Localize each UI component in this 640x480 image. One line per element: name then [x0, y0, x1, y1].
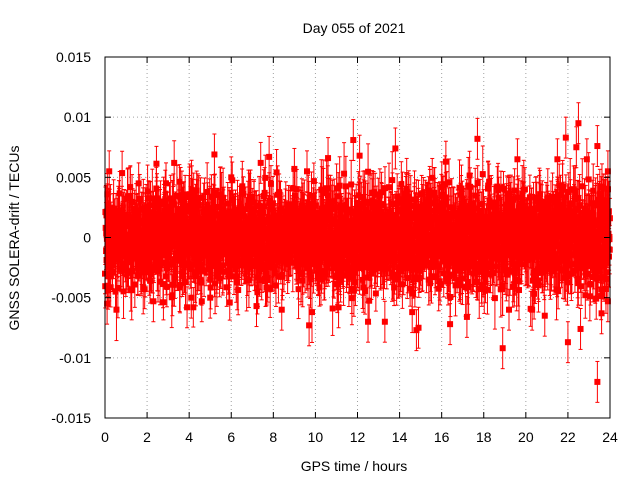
data-point: [562, 116, 569, 159]
y-tick-label: 0: [83, 230, 91, 246]
x-tick-label: 22: [560, 429, 576, 445]
data-point: [381, 300, 388, 343]
x-axis-title: GPS time / hours: [301, 458, 408, 474]
x-tick-label: 20: [518, 429, 534, 445]
data-point: [211, 133, 218, 176]
x-tick-label: 18: [476, 429, 492, 445]
x-tick-label: 8: [269, 429, 277, 445]
x-tick-label: 12: [350, 429, 366, 445]
data-point: [447, 303, 454, 346]
y-tick-label: -0.005: [51, 290, 91, 306]
data-point: [564, 321, 571, 364]
x-tick-label: 16: [434, 429, 450, 445]
x-tick-label: 14: [392, 429, 408, 445]
data-point: [392, 127, 399, 170]
y-tick-label: 0.005: [56, 169, 91, 185]
y-tick-label: -0.015: [51, 410, 91, 426]
data-point: [365, 300, 372, 343]
data-point: [153, 145, 160, 182]
data-point: [541, 294, 548, 337]
y-tick-label: -0.01: [59, 350, 91, 366]
data-point: [479, 145, 486, 203]
data-point: [594, 360, 601, 403]
data-point: [226, 284, 233, 321]
data-point: [325, 137, 332, 180]
x-tick-label: 2: [143, 429, 151, 445]
x-tick-label: 24: [602, 429, 618, 445]
data-series: [102, 102, 613, 403]
x-tick-label: 4: [185, 429, 193, 445]
y-tick-label: 0.015: [56, 49, 91, 65]
data-point: [499, 327, 506, 370]
x-tick-label: 6: [227, 429, 235, 445]
y-axis-title: GNSS SOLERA-drift / TECUs: [6, 146, 22, 331]
data-point: [350, 119, 357, 161]
chart-title: Day 055 of 2021: [303, 20, 406, 36]
data-point: [594, 125, 601, 168]
y-tick-label: 0.01: [64, 109, 91, 125]
data-point: [372, 275, 379, 312]
data-point: [514, 138, 521, 181]
x-tick-label: 10: [308, 429, 324, 445]
data-point: [171, 140, 178, 186]
data-point: [577, 307, 584, 350]
data-point: [474, 117, 481, 160]
x-tick-label: 0: [101, 429, 109, 445]
